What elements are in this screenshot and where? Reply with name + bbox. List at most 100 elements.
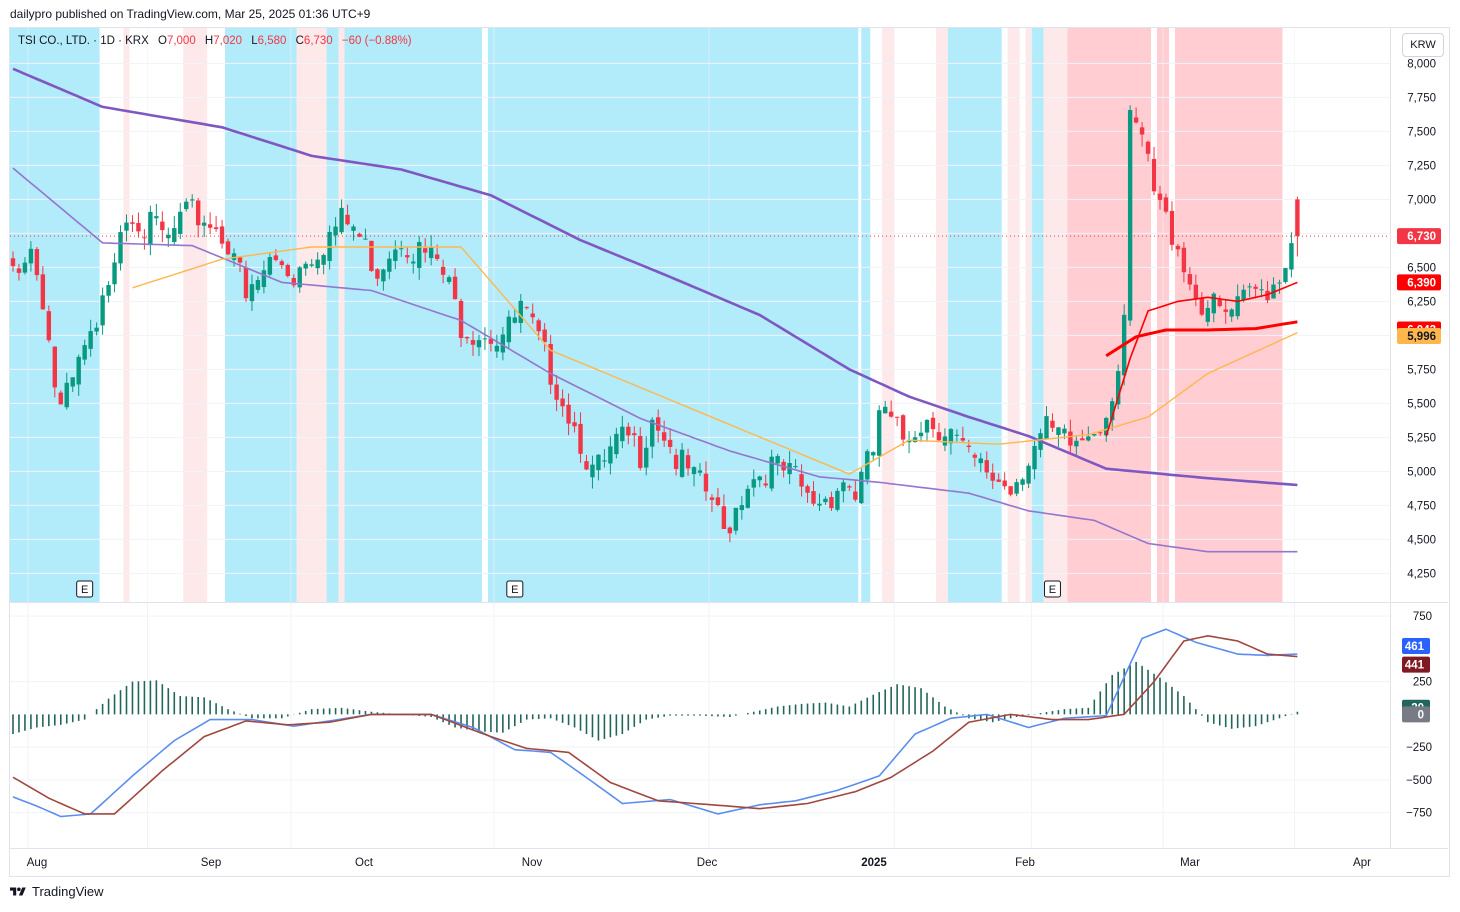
candle [1283,267,1288,284]
price-tick-label: 4,500 [1407,534,1436,546]
candle [52,346,58,398]
candle-body [112,262,117,285]
candle-body [1104,417,1109,436]
candle [494,334,500,358]
candle-body [930,417,936,430]
candle-body [381,269,386,282]
candle [1098,431,1103,436]
candle-body [476,340,482,348]
candle [166,227,171,248]
candle [100,287,105,335]
candle [942,428,948,452]
candle-body [237,257,243,263]
candle-body [811,491,816,504]
tradingview-logo-icon [10,887,26,896]
candle-body [1026,465,1031,484]
signal-band [225,28,297,602]
price-tag-label: 5,996 [1407,331,1436,343]
candle [841,479,846,503]
candle [1247,282,1252,298]
candle-body [393,249,398,261]
candle [936,422,942,442]
candle-body [721,506,727,529]
candle-body [1199,297,1205,315]
candle-body [1092,434,1097,436]
candle [279,259,285,269]
candle-body [673,454,679,469]
candle [1115,364,1121,410]
candle [1193,274,1199,307]
candle-body [1163,197,1169,212]
candle [291,274,296,288]
candle [16,263,22,281]
signal-band [493,28,859,602]
footer-brand[interactable]: TradingView [10,884,104,899]
candle [452,268,458,300]
candle-body [853,491,858,500]
signal-band [326,28,339,602]
footer-brand-label: TradingView [32,884,104,899]
candle-body [942,436,948,446]
macd-tick-label: 750 [1413,611,1432,623]
candle [94,322,99,336]
symbol-legend: TSI CO., LTD. · 1D · KRX O7,000 H7,020 L… [18,35,412,47]
candle [757,475,762,488]
candle [34,247,40,281]
candle-body [1205,308,1210,322]
candle-body [614,433,619,455]
time-axis-label: Feb [1015,857,1035,869]
candle-body [249,284,255,302]
candle-body [1283,268,1288,283]
moving-average-line [12,67,1298,487]
candle [739,496,745,520]
candle-body [823,498,828,503]
candle [309,258,314,268]
candle [1151,146,1157,196]
candle-body [458,300,464,339]
candle [1295,196,1300,257]
candle [650,417,655,459]
candle [888,400,894,418]
high-label: H [204,35,214,47]
candle [793,459,798,469]
candle-body [1247,286,1252,288]
candle-body [1133,117,1139,123]
candle-body [351,226,356,231]
candle [154,203,159,226]
candle-body [1062,428,1067,434]
macd-tag [1402,656,1430,673]
candle-body [733,507,739,531]
candle [88,319,93,357]
candle [1169,201,1175,251]
candle [1163,193,1169,214]
price-tick-label: 4,250 [1407,568,1436,580]
candle-body [219,226,225,244]
candle [924,419,930,442]
candle-body [261,270,267,288]
candle-body [763,483,768,486]
candle [399,240,404,257]
close-value: 6,730 [303,35,333,47]
candle-body [1241,289,1246,300]
candle-body [130,222,135,224]
symbol-name[interactable]: TSI CO., LTD. · 1D · KRX [18,35,149,47]
price-tick-label: 8,000 [1407,58,1436,70]
candle-body [1193,284,1199,299]
candle [733,507,739,535]
candle-body [715,497,721,506]
candle [1175,243,1181,257]
candle-body [960,438,966,441]
candle [566,393,571,436]
candle [369,240,374,272]
currency-button[interactable]: KRW [1402,33,1444,57]
candle [673,448,679,476]
candle-body [315,259,320,269]
candle-body [1050,420,1055,428]
candle-body [195,200,201,226]
candle [285,263,290,278]
candle-body [948,429,954,444]
candle [249,274,255,311]
candle-body [1056,427,1061,435]
candle-body [363,238,368,240]
